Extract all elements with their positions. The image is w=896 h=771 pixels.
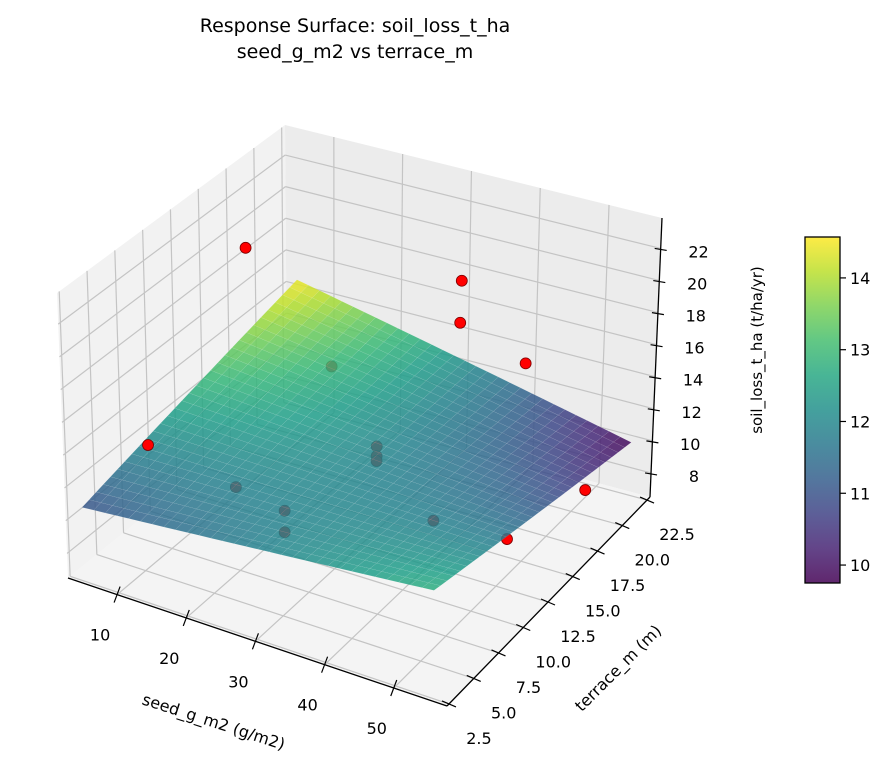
y-tick-label: 15.0 bbox=[585, 602, 621, 621]
y-tick-label: 5.0 bbox=[491, 703, 516, 722]
x-tick-label: 30 bbox=[228, 672, 248, 691]
z-tick-label: 8 bbox=[689, 467, 699, 486]
z-tick-label: 14 bbox=[683, 371, 703, 390]
z-tick-label: 22 bbox=[688, 242, 708, 261]
y-tick-label: 7.5 bbox=[516, 678, 541, 697]
data-point bbox=[520, 358, 531, 369]
data-point bbox=[580, 485, 591, 496]
x-tick-label: 50 bbox=[367, 719, 387, 738]
chart-title: Response Surface: soil_loss_t_ha bbox=[200, 15, 511, 37]
data-point bbox=[143, 440, 154, 451]
x-tick-label: 40 bbox=[297, 696, 317, 715]
z-tick-label: 16 bbox=[684, 339, 704, 358]
z-tick-label: 12 bbox=[681, 403, 701, 422]
colorbar-tick-label: 14 bbox=[850, 269, 870, 288]
colorbar-tick-label: 11 bbox=[850, 484, 870, 503]
colorbar-tick-label: 10 bbox=[850, 556, 870, 575]
colorbar: 10 11 12 13 14 bbox=[805, 237, 870, 583]
y-tick-label: 17.5 bbox=[610, 576, 646, 595]
data-point bbox=[240, 242, 251, 253]
colorbar-gradient bbox=[805, 237, 840, 583]
chart-subtitle: seed_g_m2 vs terrace_m bbox=[237, 41, 473, 63]
y-tick-label: 20.0 bbox=[634, 551, 670, 570]
x-tick-label: 10 bbox=[90, 626, 110, 645]
z-tick-label: 10 bbox=[680, 435, 700, 454]
y-tick-label: 10.0 bbox=[535, 652, 571, 671]
x-axis-label: seed_g_m2 (g/m2) bbox=[140, 690, 288, 755]
z-axis-label: soil_loss_t_ha (t/ha/yr) bbox=[748, 266, 767, 434]
data-point bbox=[456, 275, 467, 286]
z-tick-label: 18 bbox=[686, 307, 706, 326]
y-tick-label: 12.5 bbox=[560, 627, 596, 646]
colorbar-tick-label: 12 bbox=[850, 412, 870, 431]
data-point bbox=[455, 317, 466, 328]
y-tick-label: 22.5 bbox=[659, 525, 695, 544]
y-tick-label: 2.5 bbox=[466, 729, 491, 748]
z-tick-label: 20 bbox=[687, 275, 707, 294]
colorbar-tick-label: 13 bbox=[850, 341, 870, 360]
x-tick-label: 20 bbox=[159, 649, 179, 668]
